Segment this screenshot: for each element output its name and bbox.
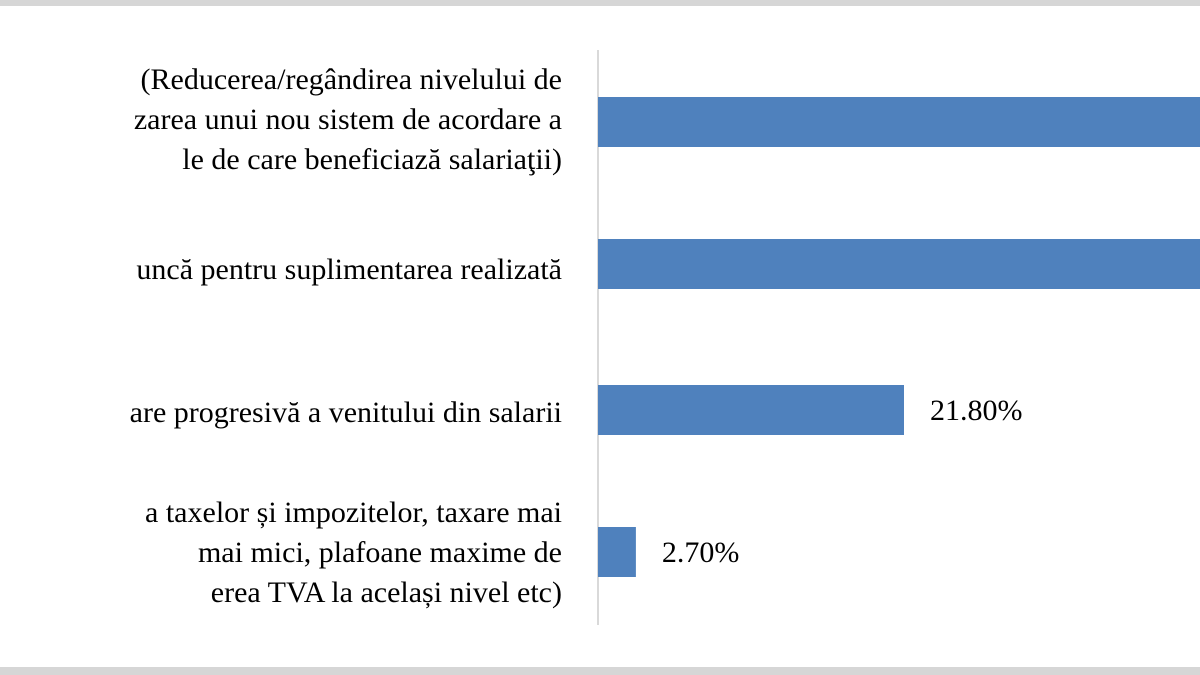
category-label-4-line-2: mai mici, plafoane maxime de [197,536,562,569]
category-label-1-line-1: (Reducerea/regândirea nivelului de [140,63,562,96]
category-label-1: (Reducerea/regândirea nivelului de zarea… [134,60,562,180]
top-border [0,0,1200,6]
category-label-2-line-1: uncă pentru suplimentarea realizată [136,253,562,286]
category-label-4: a taxelor și impozitelor, taxare mai mai… [145,493,562,613]
bar-3 [598,385,904,435]
category-label-4-line-3: erea TVA la același nivel etc) [210,576,562,609]
category-label-2: uncă pentru suplimentarea realizată [136,250,562,290]
bar-1 [598,97,1200,147]
bar-4 [598,527,636,577]
bar-2 [598,239,1200,289]
bottom-border [0,667,1200,675]
category-label-1-line-3: le de care beneficiază salariaţii) [182,143,562,176]
category-label-4-line-1: a taxelor și impozitelor, taxare mai [145,496,562,529]
data-label-4: 2.70% [662,536,740,569]
category-label-3: are progresivă a venitului din salarii [130,393,562,433]
category-label-3-line-1: are progresivă a venitului din salarii [129,396,562,429]
data-label-3: 21.80% [930,394,1023,427]
category-label-1-line-2: zarea unui nou sistem de acordare a [133,103,562,136]
